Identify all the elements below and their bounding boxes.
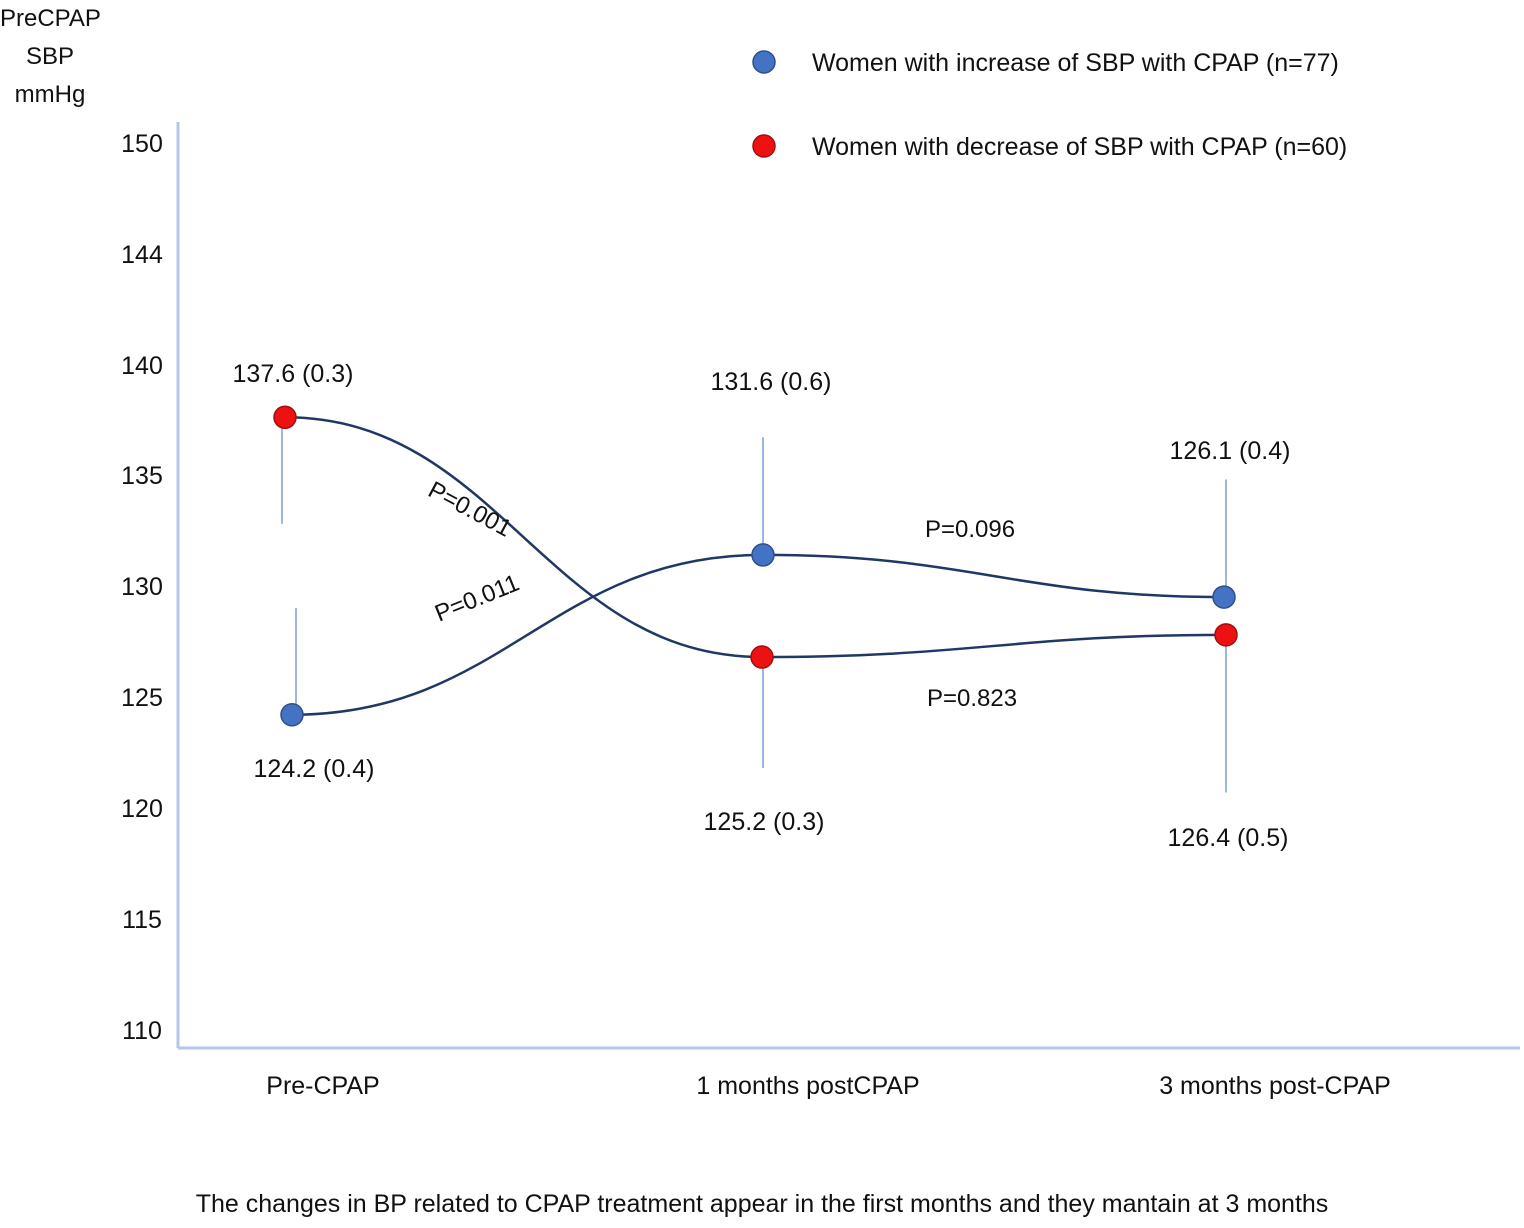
data-label: 137.6 (0.3) xyxy=(233,360,354,388)
y-axis-label-line: mmHg xyxy=(14,81,86,108)
y-tick-labels: 110 115 120 125 130 135 140 144 150 xyxy=(121,130,163,1045)
data-label: 131.6 (0.6) xyxy=(711,368,832,396)
axes xyxy=(176,122,1520,1050)
p-value-label: P=0.001 xyxy=(424,476,516,542)
x-category-label: 3 months post-CPAP xyxy=(1159,1072,1391,1100)
data-point xyxy=(1214,623,1238,647)
error-bars xyxy=(281,417,1227,793)
y-axis-label: PreCPAP SBP mmHg xyxy=(0,0,101,114)
data-point xyxy=(273,405,297,430)
series-line-decrease xyxy=(284,416,1227,659)
data-label: 124.2 (0.4) xyxy=(254,755,375,783)
p-value-label: P=0.096 xyxy=(925,516,1015,543)
y-tick-label: 144 xyxy=(121,241,163,269)
figure-caption: The changes in BP related to CPAP treatm… xyxy=(195,1190,1329,1218)
series-lines xyxy=(284,416,1227,717)
y-tick-label: 135 xyxy=(121,462,163,490)
legend-marker xyxy=(752,134,776,158)
data-label: 126.4 (0.5) xyxy=(1168,824,1289,852)
y-tick-label: 130 xyxy=(121,573,163,601)
data-label: 126.1 (0.4) xyxy=(1170,437,1291,465)
p-value-label: P=0.011 xyxy=(431,569,523,627)
data-point xyxy=(750,645,774,669)
data-point xyxy=(1212,585,1236,609)
series-line-increase xyxy=(291,553,1225,717)
y-tick-label: 110 xyxy=(122,1017,162,1045)
legend-label: Women with increase of SBP with CPAP (n=… xyxy=(812,49,1339,77)
p-value-annotations: P=0.001 P=0.011 P=0.096 P=0.823 xyxy=(424,476,1017,712)
series-points xyxy=(273,405,1238,727)
x-category-label: Pre-CPAP xyxy=(266,1072,379,1100)
data-label: 125.2 (0.3) xyxy=(704,808,825,836)
y-tick-label: 150 xyxy=(121,130,163,158)
y-tick-label: 125 xyxy=(121,684,163,712)
y-tick-label: 120 xyxy=(121,795,163,823)
p-value-label: P=0.823 xyxy=(927,685,1017,712)
x-category-label: 1 months postCPAP xyxy=(696,1072,919,1100)
legend: Women with increase of SBP with CPAP (n=… xyxy=(752,49,1347,161)
legend-label: Women with decrease of SBP with CPAP (n=… xyxy=(812,133,1347,161)
data-labels: 124.2 (0.4) 131.6 (0.6) 126.1 (0.4) 137.6 (… xyxy=(233,360,1291,852)
y-axis-label-line: SBP xyxy=(25,43,75,70)
y-tick-label: 140 xyxy=(121,352,163,380)
legend-marker xyxy=(752,50,776,74)
data-point xyxy=(751,543,775,567)
x-category-labels: Pre-CPAP 1 months postCPAP 3 months post-C… xyxy=(266,1072,1391,1100)
y-axis-label-line: PreCPAP xyxy=(0,5,101,32)
data-point xyxy=(280,703,304,727)
y-tick-label: 115 xyxy=(122,906,162,934)
